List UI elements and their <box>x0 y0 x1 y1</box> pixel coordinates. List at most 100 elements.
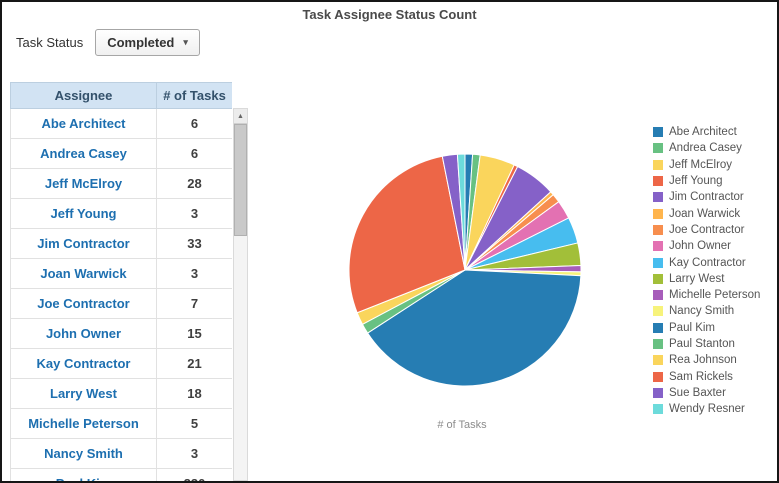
task-status-label: Task Status <box>16 35 84 50</box>
legend-item[interactable]: Sue Baxter <box>653 385 760 401</box>
table-row: Joan Warwick 3 <box>10 258 232 289</box>
legend-label: Andrea Casey <box>669 142 742 155</box>
legend-swatch-icon <box>653 306 663 317</box>
legend-label: Sam Rickels <box>669 370 733 383</box>
column-header-assignee[interactable]: Assignee <box>10 82 157 109</box>
table-row: Abe Architect 6 <box>10 108 232 139</box>
table-row: Jeff Young 3 <box>10 198 232 229</box>
table-row: John Owner 15 <box>10 318 232 349</box>
task-count-cell: 230 <box>156 468 232 481</box>
legend-swatch-icon <box>653 159 663 170</box>
assignee-link[interactable]: Joe Contractor <box>10 288 157 319</box>
legend-swatch-icon <box>653 322 663 333</box>
table-row: Nancy Smith 3 <box>10 438 232 469</box>
task-count-cell: 6 <box>156 138 232 169</box>
scrollbar-up-button[interactable]: ▲ <box>234 109 247 124</box>
assignee-link[interactable]: John Owner <box>10 318 157 349</box>
legend-item[interactable]: Larry West <box>653 271 760 287</box>
assignee-link[interactable]: Jeff McElroy <box>10 168 157 199</box>
legend-item[interactable]: Joan Warwick <box>653 205 760 221</box>
legend-swatch-icon <box>653 371 663 382</box>
task-count-cell: 33 <box>156 228 232 259</box>
legend-label: Rea Johnson <box>669 354 737 367</box>
legend-label: Jeff Young <box>669 175 723 188</box>
chevron-down-icon: ▾ <box>183 37 188 47</box>
table-row: Larry West 18 <box>10 378 232 409</box>
legend-item[interactable]: John Owner <box>653 238 760 254</box>
legend-item[interactable]: Abe Architect <box>653 124 760 140</box>
table-row: Jim Contractor 33 <box>10 228 232 259</box>
assignee-link[interactable]: Michelle Peterson <box>10 408 157 439</box>
assignee-link[interactable]: Nancy Smith <box>10 438 157 469</box>
legend-label: Kay Contractor <box>669 256 746 269</box>
task-count-cell: 7 <box>156 288 232 319</box>
filter-bar: Task Status Completed ▾ <box>16 29 200 56</box>
task-count-cell: 5 <box>156 408 232 439</box>
legend-item[interactable]: Sam Rickels <box>653 368 760 384</box>
chart-legend: Abe Architect Andrea Casey Jeff McElroy Jef… <box>653 124 760 417</box>
table-row: Jeff McElroy 28 <box>10 168 232 199</box>
legend-item[interactable]: Wendy Resner <box>653 401 760 417</box>
legend-item[interactable]: Paul Stanton <box>653 336 760 352</box>
legend-item[interactable]: Paul Kim <box>653 320 760 336</box>
legend-swatch-icon <box>653 339 663 349</box>
assignee-link[interactable]: Abe Architect <box>10 108 157 139</box>
legend-item[interactable]: Kay Contractor <box>653 254 760 270</box>
legend-swatch-icon <box>653 290 663 301</box>
legend-item[interactable]: Jeff McElroy <box>653 157 760 173</box>
legend-item[interactable]: Jeff Young <box>653 173 760 189</box>
legend-swatch-icon <box>653 241 663 252</box>
assignee-table: Assignee # of Tasks Abe Architect 6 Andrea… <box>10 82 232 481</box>
pie-slice-sam-rickels[interactable] <box>348 155 466 314</box>
assignee-link[interactable]: Jim Contractor <box>10 228 157 259</box>
task-count-cell: 3 <box>156 438 232 469</box>
legend-item[interactable]: Andrea Casey <box>653 140 760 156</box>
legend-swatch-icon <box>653 176 663 187</box>
legend-label: Joan Warwick <box>669 207 741 220</box>
chart-caption: # of Tasks <box>437 419 487 431</box>
legend-item[interactable]: Michelle Peterson <box>653 287 760 303</box>
task-count-cell: 21 <box>156 348 232 379</box>
scrollbar-thumb[interactable] <box>234 124 247 236</box>
legend-item[interactable]: Jim Contractor <box>653 189 760 205</box>
assignee-link[interactable]: Kay Contractor <box>10 348 157 379</box>
assignee-link[interactable]: Paul Kim <box>10 468 157 481</box>
task-status-dropdown[interactable]: Completed ▾ <box>95 29 200 56</box>
legend-label: Jim Contractor <box>669 191 744 204</box>
legend-swatch-icon <box>653 257 663 268</box>
legend-label: Abe Architect <box>669 126 737 139</box>
table-row: Joe Contractor 7 <box>10 288 232 319</box>
column-header-tasks[interactable]: # of Tasks <box>156 82 232 109</box>
task-count-cell: 15 <box>156 318 232 349</box>
assignee-link[interactable]: Andrea Casey <box>10 138 157 169</box>
task-count-cell: 3 <box>156 258 232 289</box>
pie-chart <box>348 153 582 387</box>
pie-slice-wendy-resner[interactable] <box>456 153 466 271</box>
legend-swatch-icon <box>653 224 663 235</box>
table-header-row: Assignee # of Tasks <box>10 82 232 109</box>
table-row: Andrea Casey 6 <box>10 138 232 169</box>
table-scrollbar[interactable]: ▲ <box>233 108 248 481</box>
table-row: Kay Contractor 21 <box>10 348 232 379</box>
legend-item[interactable]: Joe Contractor <box>653 222 760 238</box>
assignee-link[interactable]: Larry West <box>10 378 157 409</box>
task-count-cell: 6 <box>156 108 232 139</box>
legend-swatch-icon <box>653 192 663 203</box>
legend-swatch-icon <box>653 387 663 398</box>
legend-label: Larry West <box>669 272 725 285</box>
assignee-link[interactable]: Joan Warwick <box>10 258 157 289</box>
legend-swatch-icon <box>653 355 663 366</box>
legend-label: Nancy Smith <box>669 305 735 318</box>
legend-label: Joe Contractor <box>669 223 745 236</box>
legend-item[interactable]: Rea Johnson <box>653 352 760 368</box>
legend-label: Paul Stanton <box>669 338 735 350</box>
legend-label: Michelle Peterson <box>669 289 761 302</box>
table-row: Michelle Peterson 5 <box>10 408 232 439</box>
legend-label: Paul Kim <box>669 321 716 334</box>
legend-swatch-icon <box>653 127 663 138</box>
task-count-cell: 3 <box>156 198 232 229</box>
legend-item[interactable]: Nancy Smith <box>653 303 760 319</box>
legend-swatch-icon <box>653 273 663 284</box>
assignee-link[interactable]: Jeff Young <box>10 198 157 229</box>
